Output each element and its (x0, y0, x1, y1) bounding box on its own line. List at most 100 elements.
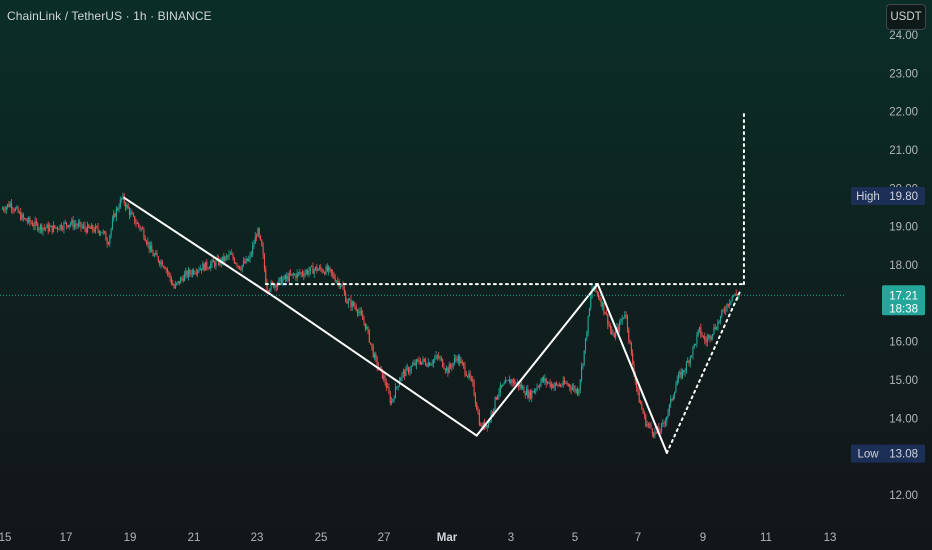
candle-up (177, 281, 179, 283)
price-tick-label: 18.00 (889, 260, 918, 272)
candle-down (287, 275, 289, 281)
candle-up (415, 359, 418, 366)
candle-up (224, 256, 226, 262)
candle-up (109, 235, 111, 244)
candle-down (168, 272, 170, 274)
candle-up (624, 315, 626, 318)
candle-up (687, 361, 689, 363)
candle-down (628, 329, 630, 340)
candle-up (468, 373, 470, 377)
candle-down (362, 314, 364, 320)
time-tick-label: 21 (188, 532, 201, 544)
candle-down (265, 269, 267, 283)
candle-down (25, 218, 27, 221)
candle-up (646, 423, 648, 427)
candle-up (681, 370, 684, 378)
candle-up (68, 224, 70, 228)
candle-down (617, 327, 619, 331)
candle-up (506, 380, 508, 382)
candle-up (615, 330, 617, 338)
pattern-trend-line[interactable] (123, 196, 277, 299)
candle-down (301, 272, 303, 275)
candle-down (43, 227, 45, 229)
candle-down (266, 282, 268, 291)
price-tick-label: 12.00 (889, 490, 918, 502)
candle-up (677, 374, 680, 380)
current-price-value: 17.21 (889, 290, 918, 302)
candle-down (280, 277, 283, 285)
candle-up (519, 384, 521, 387)
candle-down (442, 359, 444, 367)
candle-up (494, 396, 496, 409)
candle-up (498, 392, 500, 396)
currency-button[interactable]: USDT (886, 4, 926, 30)
candle-down (556, 383, 558, 385)
candle-down (56, 227, 58, 230)
candle-up (69, 223, 72, 225)
candle-down (31, 223, 34, 226)
price-tick-label: 22.00 (889, 107, 918, 119)
candle-down (429, 362, 431, 366)
price-tick-label: 24.00 (889, 30, 918, 42)
price-axis[interactable]: 24.0023.0022.0021.0020.0019.0018.0017.00… (889, 30, 918, 502)
candle-up (349, 299, 351, 301)
candle-down (88, 224, 90, 228)
candle-up (387, 387, 389, 388)
candle-down (182, 278, 184, 281)
candle-up (339, 286, 341, 287)
candle-down (106, 240, 108, 244)
candle-up (410, 366, 412, 371)
candle-down (443, 366, 445, 369)
candle-down (630, 343, 632, 353)
candle-up (297, 272, 300, 274)
candle-up (434, 358, 436, 360)
candle-down (367, 326, 369, 331)
candle-down (425, 361, 427, 365)
candle-up (122, 195, 124, 199)
candle-up (601, 302, 604, 307)
candle-up (698, 327, 701, 330)
candle-up (46, 224, 48, 228)
low-marker-value: 13.08 (889, 449, 918, 461)
candle-down (419, 362, 421, 365)
candle-down (145, 241, 148, 244)
candle-up (130, 212, 132, 215)
pattern-trend-line[interactable] (475, 283, 599, 437)
candle-down (235, 262, 237, 264)
pattern-trend-line[interactable] (596, 283, 668, 454)
dotted-projection-line[interactable] (665, 288, 742, 454)
time-tick-label: 15 (0, 532, 11, 544)
candle-down (159, 261, 161, 265)
candle-up (695, 344, 697, 345)
candle-up (531, 391, 533, 399)
candle-down (307, 270, 309, 274)
candle-up (619, 321, 621, 331)
candle-up (257, 228, 259, 237)
candle-down (520, 384, 522, 389)
candle-up (667, 411, 669, 417)
candle-down (203, 263, 205, 271)
time-axis[interactable]: 15 17 19 21 23 25 27 Mar 3 5 7 9 11 13 (0, 532, 836, 544)
low-marker-value-bg (885, 444, 925, 463)
candle-down (259, 235, 262, 240)
candle-up (587, 316, 589, 334)
candle-up (176, 282, 178, 285)
candle-down (545, 378, 547, 384)
candle-up (540, 381, 542, 387)
time-tick-label: 9 (700, 532, 706, 544)
pattern-trend-line[interactable] (274, 296, 478, 437)
candle-down (605, 313, 608, 315)
candle-up (588, 308, 590, 317)
candle-down (346, 301, 348, 304)
candle-down (372, 346, 374, 357)
candle-up (254, 236, 256, 244)
candle-up (63, 222, 65, 230)
candle-up (119, 199, 121, 208)
candle-down (96, 226, 98, 228)
symbol-title[interactable]: ChainLink / TetherUS · 1h · BINANCE (7, 9, 212, 23)
candle-up (328, 267, 330, 271)
drawings-layer[interactable] (123, 110, 745, 454)
candle-down (303, 274, 305, 276)
